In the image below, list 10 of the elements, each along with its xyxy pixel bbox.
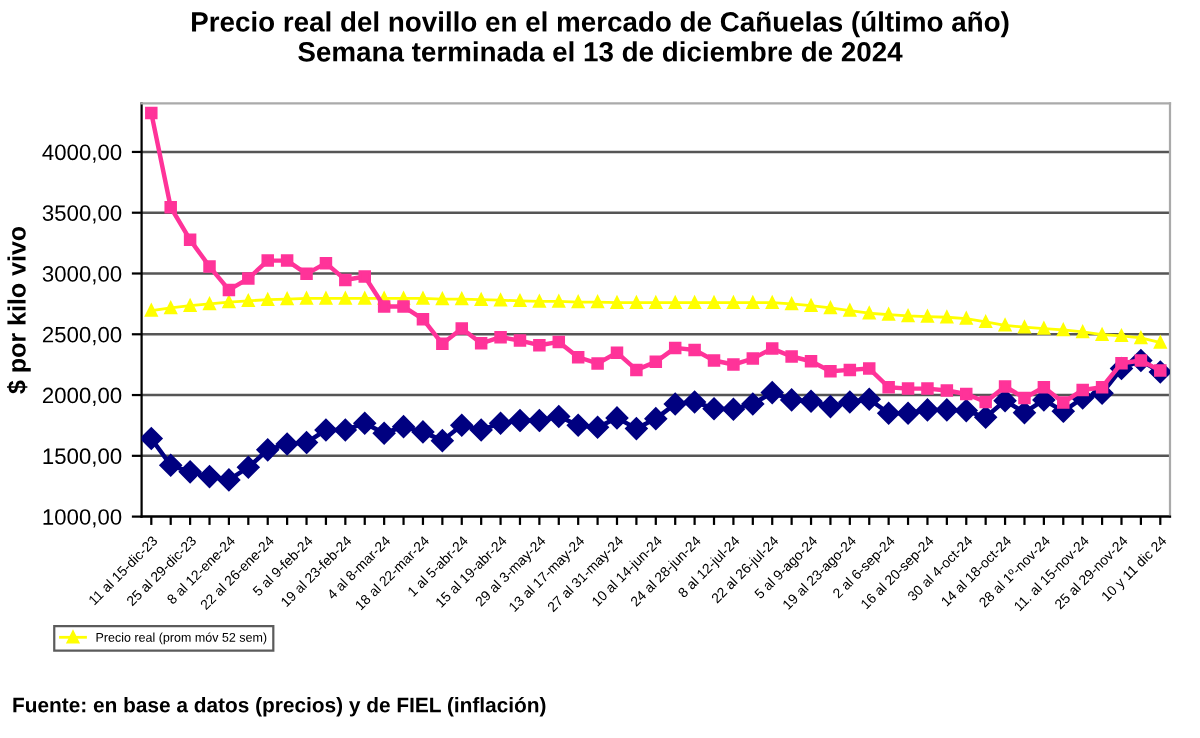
y-axis-title: $ por kilo vivo: [6, 226, 31, 394]
source-note: Fuente: en base a datos (precios) y de FIEL (inflación): [13, 696, 546, 717]
y-tick-label: 2000,00: [42, 387, 122, 406]
y-tick-label: 3500,00: [42, 205, 122, 224]
y-tick-label: 3000,00: [42, 266, 122, 285]
y-tick-label: 4000,00: [42, 144, 122, 163]
y-tick-label: 2500,00: [42, 326, 122, 346]
y-tick-label: 1000,00: [43, 509, 122, 528]
y-tick-label: 1500,00: [43, 448, 122, 467]
chart-title: Precio real del novillo en el mercado de Cañuelas (último año) Semana terminada el 13 de diciembre de 2024: [192, 11, 1009, 62]
